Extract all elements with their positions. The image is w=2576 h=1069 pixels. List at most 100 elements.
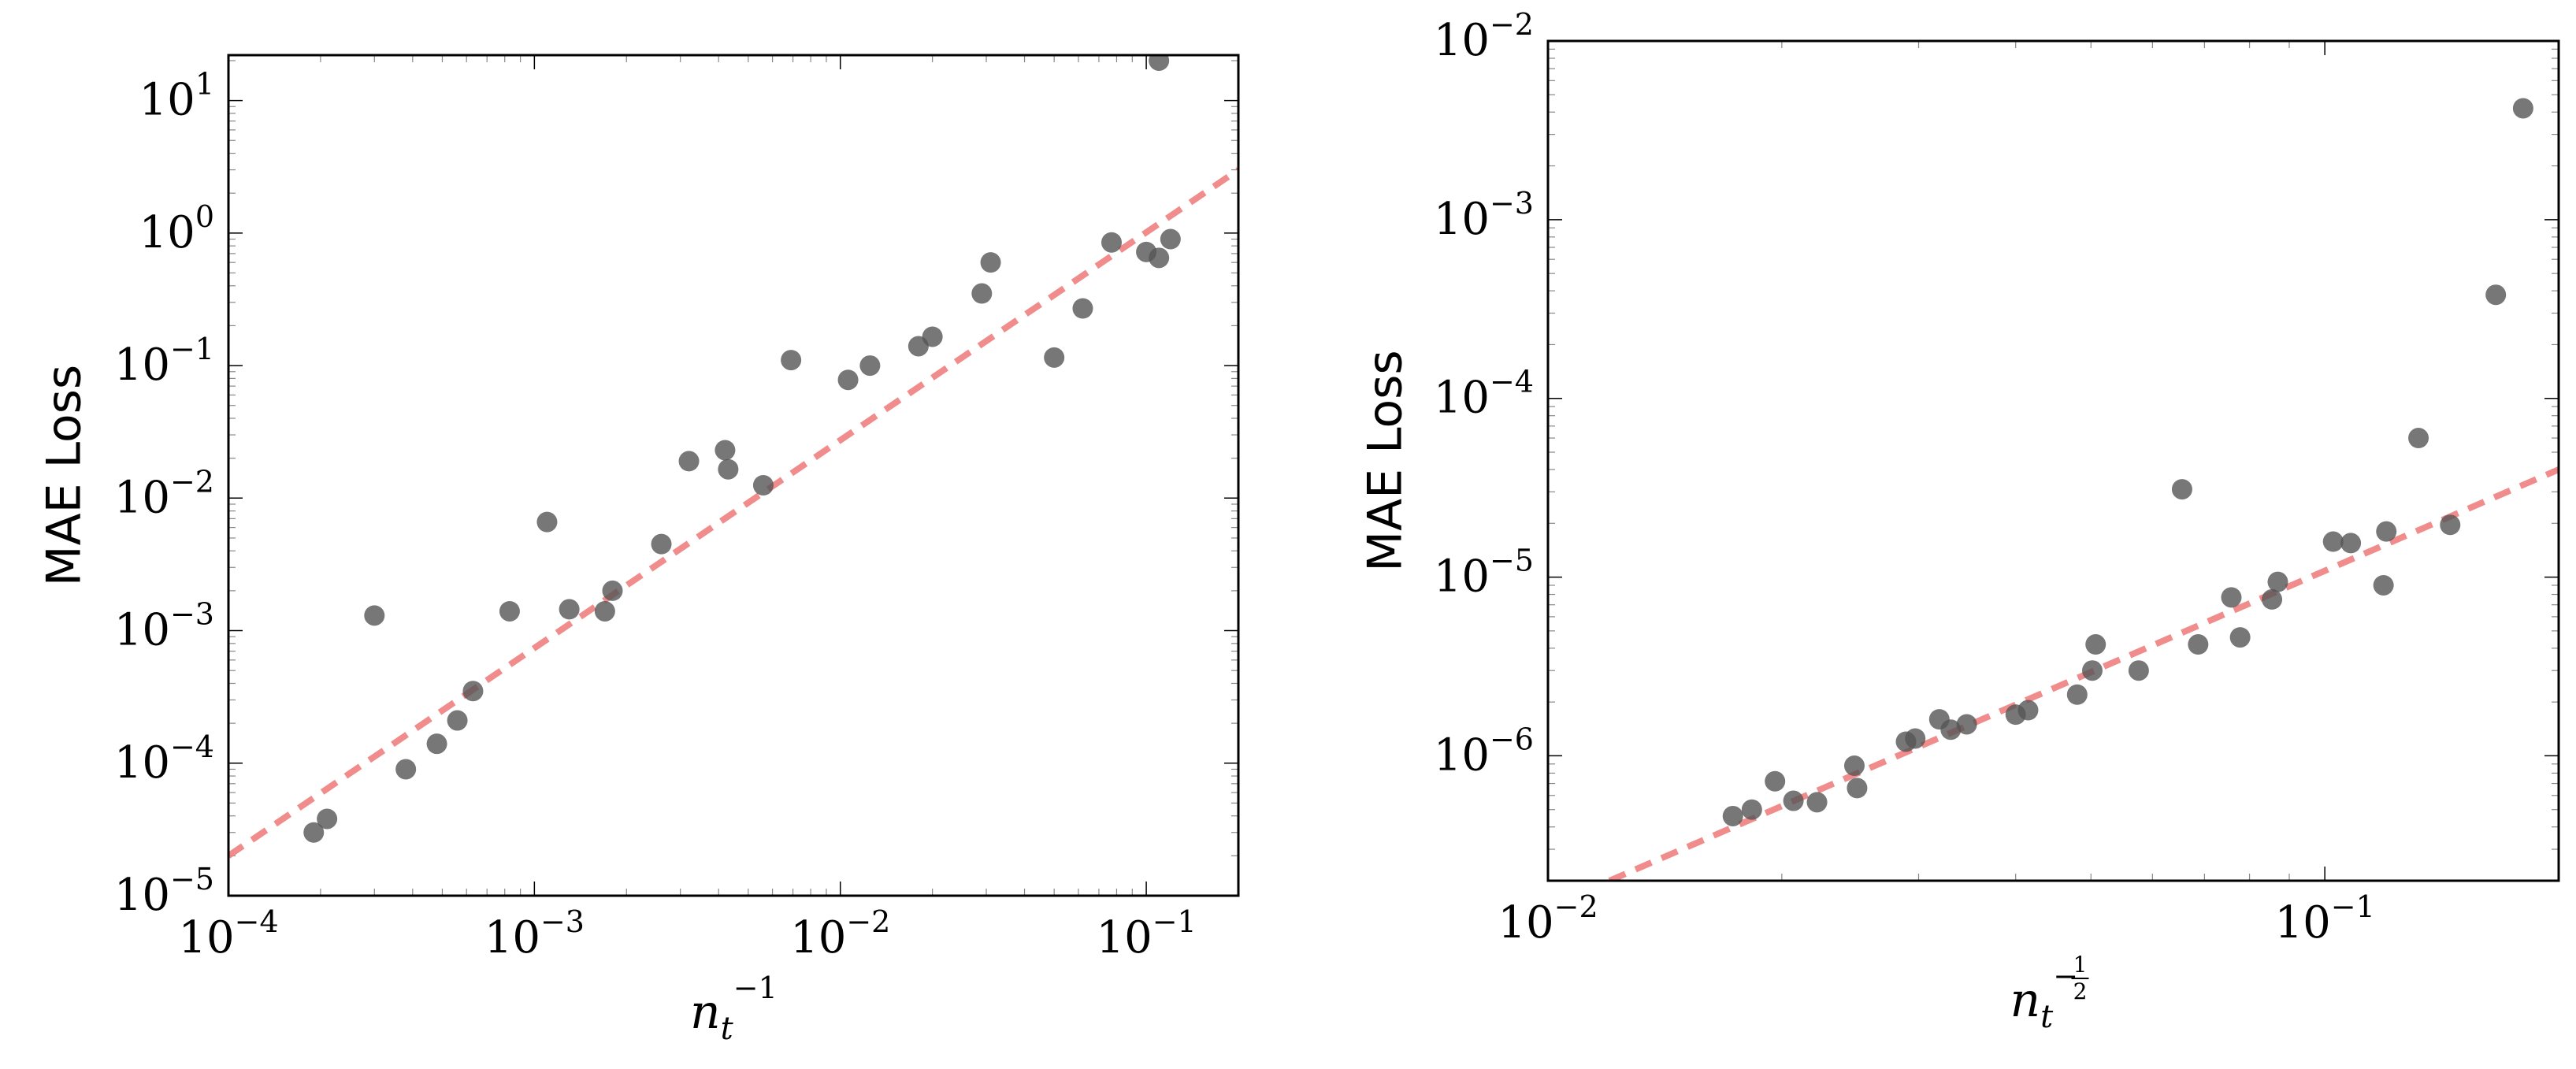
y-tick-exponent: −5 — [1490, 544, 1534, 578]
data-point — [781, 350, 802, 371]
y-tick-exponent: −5 — [170, 862, 214, 896]
ticks — [1547, 40, 2559, 881]
data-point — [303, 822, 325, 843]
x-label-subscript: t — [2040, 999, 2054, 1035]
data-point — [559, 599, 580, 620]
y-tick-label: 10−3 — [1434, 186, 1534, 245]
data-point — [651, 533, 672, 555]
data-point — [1956, 714, 1977, 735]
x-tick-exponent: −2 — [846, 904, 890, 939]
data-point — [2485, 284, 2507, 306]
minor-ticks — [1548, 41, 2559, 882]
data-point — [1722, 805, 1743, 826]
x-tick-base: 10 — [178, 912, 234, 963]
y-tick-base: 10 — [139, 207, 195, 258]
x-tick-base: 10 — [790, 912, 846, 963]
y-tick-exponent: −2 — [170, 464, 214, 499]
data-point — [971, 283, 993, 304]
data-point — [1149, 55, 1170, 71]
y-tick-base: 10 — [1434, 551, 1490, 603]
data-point — [2017, 700, 2039, 721]
data-point — [1765, 770, 1786, 792]
ticks — [228, 55, 1238, 896]
data-point — [980, 252, 1001, 273]
x-tick-exponent: −3 — [540, 904, 585, 939]
x-label-subscript: t — [721, 1011, 734, 1047]
plot-frame — [1546, 39, 2560, 882]
data-point — [1044, 347, 1065, 368]
y-tick-label: 10−5 — [1434, 544, 1534, 603]
y-tick-base: 10 — [114, 472, 170, 523]
x-label-frac-denominator: 2 — [2073, 978, 2088, 1004]
y-tick-label: 10−6 — [1434, 722, 1534, 781]
data-point — [2171, 479, 2192, 500]
x-tick-label: 10−1 — [1096, 904, 1196, 963]
data-point — [1806, 792, 1828, 813]
data-point — [2085, 634, 2106, 655]
data-point — [447, 710, 468, 731]
y-tick-base: 10 — [114, 737, 170, 789]
data-point — [1072, 298, 1093, 319]
y-tick-exponent: 0 — [195, 199, 214, 234]
y-tick-base: 10 — [1434, 729, 1490, 781]
y-tick-base: 10 — [114, 340, 170, 391]
data-points — [303, 55, 1181, 843]
data-point — [2262, 588, 2283, 610]
data-point — [2512, 98, 2533, 119]
data-point — [2440, 514, 2461, 536]
data-point — [462, 681, 484, 702]
y-tick-exponent: −4 — [1490, 365, 1534, 399]
data-point — [536, 511, 558, 533]
y-tick-exponent: −3 — [170, 597, 214, 632]
y-tick-base: 10 — [1434, 373, 1490, 424]
x-tick-exponent: −4 — [235, 904, 279, 939]
data-point — [2188, 634, 2209, 655]
data-point — [1847, 778, 1868, 799]
y-tick-label: 101 — [139, 67, 214, 126]
x-tick-base: 10 — [1096, 912, 1152, 963]
y-tick-label: 10−5 — [114, 862, 214, 921]
data-point — [2408, 428, 2429, 449]
data-point — [718, 458, 739, 480]
y-tick-base: 10 — [114, 870, 170, 921]
data-point — [364, 605, 385, 626]
data-point — [1905, 728, 1926, 749]
data-point — [752, 474, 774, 496]
plot-frame — [227, 54, 1240, 897]
x-label-exponent: − — [2053, 959, 2078, 993]
data-point — [395, 759, 417, 780]
x-label-exponent: −1 — [733, 971, 778, 1005]
data-point — [2376, 521, 2397, 542]
x-tick-label: 10−3 — [484, 904, 585, 963]
x-tick-base: 10 — [2274, 897, 2330, 948]
data-point — [2373, 574, 2394, 596]
data-point — [426, 733, 447, 755]
y-tick-label: 10−1 — [114, 332, 214, 391]
chart-left: 10−4 10−3 10−2 10−110−510−410−310−210−11001… — [37, 54, 1240, 1047]
data-point — [1940, 719, 1962, 741]
x-label-base: n — [2010, 973, 2041, 1028]
x-axis-label: nt −1 — [690, 971, 778, 1047]
data-point — [2066, 684, 2088, 705]
y-tick-label: 10−2 — [1434, 7, 1534, 66]
x-tick-base: 10 — [1498, 897, 1553, 948]
data-point — [837, 369, 859, 391]
y-tick-label: 10−4 — [1434, 365, 1534, 424]
y-tick-label: 10−2 — [114, 464, 214, 523]
y-tick-exponent: −4 — [170, 729, 214, 764]
data-point — [2267, 571, 2288, 592]
x-tick-exponent: −2 — [1554, 889, 1598, 924]
y-axis-label: MAE Loss — [37, 365, 92, 586]
data-point — [2081, 660, 2103, 681]
data-point — [2221, 587, 2242, 608]
y-tick-label: 10−4 — [114, 729, 214, 789]
data-points — [1722, 98, 2533, 826]
x-tick-label: 10−2 — [790, 904, 890, 963]
data-point — [2322, 531, 2344, 552]
data-point — [1149, 247, 1170, 269]
data-point — [1741, 799, 1762, 820]
y-tick-exponent: −2 — [1490, 7, 1534, 42]
data-point — [317, 808, 338, 830]
y-tick-base: 10 — [1434, 15, 1490, 66]
